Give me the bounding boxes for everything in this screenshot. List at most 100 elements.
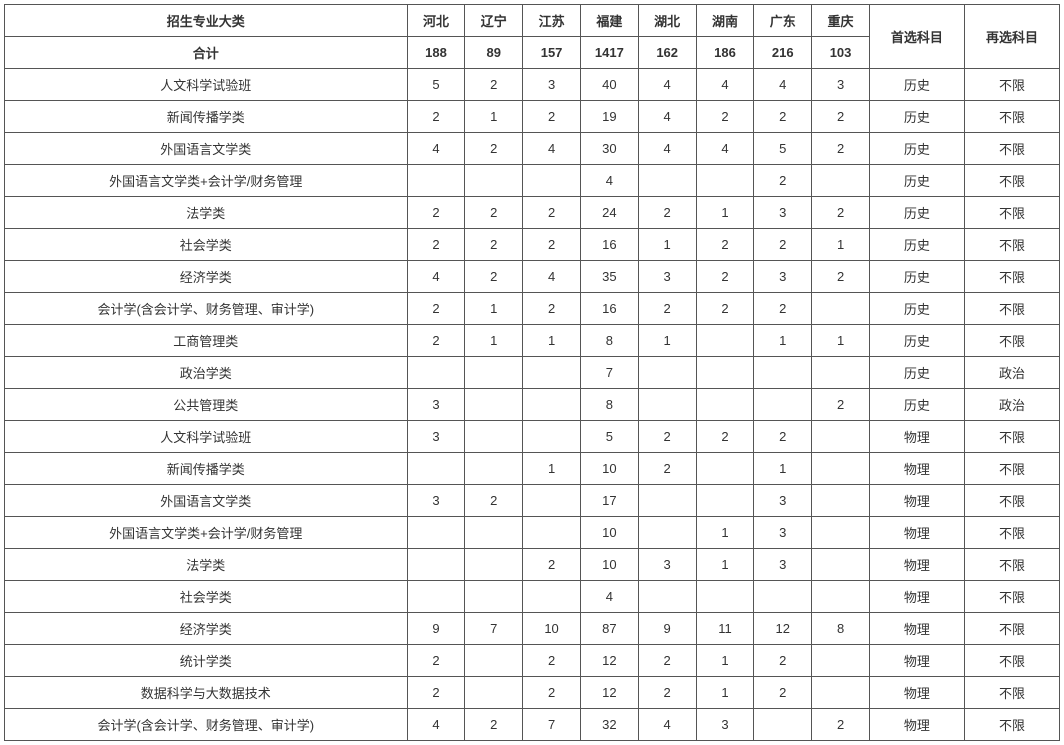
cell-value: 2 xyxy=(638,453,696,485)
cell-value: 2 xyxy=(754,165,812,197)
cell-value: 8 xyxy=(580,389,638,421)
cell-value xyxy=(523,357,581,389)
cell-first-subject: 物理 xyxy=(869,421,964,453)
cell-first-subject: 物理 xyxy=(869,613,964,645)
cell-second-subject: 不限 xyxy=(964,261,1059,293)
cell-value: 4 xyxy=(696,69,754,101)
cell-value: 3 xyxy=(754,261,812,293)
cell-value: 12 xyxy=(754,613,812,645)
cell-value xyxy=(523,517,581,549)
cell-value xyxy=(696,325,754,357)
cell-value: 4 xyxy=(407,709,465,741)
cell-first-subject: 物理 xyxy=(869,645,964,677)
cell-value xyxy=(812,453,870,485)
cell-value: 16 xyxy=(580,229,638,261)
header-total: 186 xyxy=(696,37,754,69)
cell-value: 2 xyxy=(754,645,812,677)
cell-value: 1 xyxy=(523,325,581,357)
cell-first-subject: 历史 xyxy=(869,197,964,229)
cell-major: 外国语言文学类 xyxy=(5,485,408,517)
cell-major: 法学类 xyxy=(5,549,408,581)
cell-value xyxy=(638,357,696,389)
cell-value xyxy=(812,517,870,549)
cell-value xyxy=(812,549,870,581)
table-row: 会计学(含会计学、财务管理、审计学)21216222历史不限 xyxy=(5,293,1060,325)
cell-second-subject: 不限 xyxy=(964,485,1059,517)
table-row: 经济学类424353232历史不限 xyxy=(5,261,1060,293)
cell-value: 2 xyxy=(754,293,812,325)
cell-value xyxy=(812,421,870,453)
cell-value: 24 xyxy=(580,197,638,229)
cell-value: 4 xyxy=(638,709,696,741)
cell-value xyxy=(696,453,754,485)
cell-value: 3 xyxy=(407,421,465,453)
cell-second-subject: 不限 xyxy=(964,709,1059,741)
table-header: 招生专业大类 河北 辽宁 江苏 福建 湖北 湖南 广东 重庆 首选科目 再选科目… xyxy=(5,5,1060,69)
cell-value: 8 xyxy=(580,325,638,357)
cell-value: 7 xyxy=(580,357,638,389)
cell-value: 2 xyxy=(696,293,754,325)
cell-value: 3 xyxy=(754,549,812,581)
cell-value xyxy=(465,549,523,581)
cell-value: 10 xyxy=(580,549,638,581)
cell-value: 1 xyxy=(696,549,754,581)
cell-value xyxy=(638,389,696,421)
cell-major: 经济学类 xyxy=(5,261,408,293)
table-body: 人文科学试验班523404443历史不限新闻传播学类212194222历史不限外… xyxy=(5,69,1060,741)
cell-value: 2 xyxy=(812,389,870,421)
cell-major: 会计学(含会计学、财务管理、审计学) xyxy=(5,293,408,325)
table-row: 社会学类222161221历史不限 xyxy=(5,229,1060,261)
cell-value: 1 xyxy=(754,453,812,485)
table-row: 新闻传播学类11021物理不限 xyxy=(5,453,1060,485)
cell-value xyxy=(407,453,465,485)
cell-value: 30 xyxy=(580,133,638,165)
cell-value: 4 xyxy=(754,69,812,101)
cell-value: 4 xyxy=(580,581,638,613)
cell-major: 政治学类 xyxy=(5,357,408,389)
cell-value xyxy=(754,357,812,389)
cell-second-subject: 不限 xyxy=(964,677,1059,709)
cell-value: 3 xyxy=(754,485,812,517)
cell-value xyxy=(638,165,696,197)
header-province: 河北 xyxy=(407,5,465,37)
cell-second-subject: 不限 xyxy=(964,421,1059,453)
cell-value: 10 xyxy=(580,517,638,549)
cell-value: 2 xyxy=(696,101,754,133)
cell-first-subject: 物理 xyxy=(869,677,964,709)
cell-second-subject: 不限 xyxy=(964,69,1059,101)
header-total: 1417 xyxy=(580,37,638,69)
cell-value: 10 xyxy=(580,453,638,485)
cell-value: 4 xyxy=(638,101,696,133)
cell-value xyxy=(407,581,465,613)
cell-value: 2 xyxy=(812,133,870,165)
cell-value: 11 xyxy=(696,613,754,645)
cell-value: 1 xyxy=(696,677,754,709)
cell-major: 公共管理类 xyxy=(5,389,408,421)
header-total: 89 xyxy=(465,37,523,69)
cell-major: 经济学类 xyxy=(5,613,408,645)
header-total-label: 合计 xyxy=(5,37,408,69)
cell-second-subject: 不限 xyxy=(964,613,1059,645)
cell-value xyxy=(407,165,465,197)
cell-value: 1 xyxy=(696,517,754,549)
cell-value xyxy=(696,165,754,197)
cell-value: 2 xyxy=(696,229,754,261)
cell-major: 社会学类 xyxy=(5,581,408,613)
cell-value xyxy=(812,165,870,197)
cell-value: 1 xyxy=(696,645,754,677)
cell-major: 社会学类 xyxy=(5,229,408,261)
cell-value: 2 xyxy=(465,485,523,517)
header-province: 广东 xyxy=(754,5,812,37)
cell-value: 40 xyxy=(580,69,638,101)
cell-second-subject: 不限 xyxy=(964,197,1059,229)
cell-value xyxy=(523,421,581,453)
header-second-subject: 再选科目 xyxy=(964,5,1059,69)
cell-second-subject: 不限 xyxy=(964,453,1059,485)
cell-value: 1 xyxy=(638,325,696,357)
cell-major: 会计学(含会计学、财务管理、审计学) xyxy=(5,709,408,741)
cell-value xyxy=(523,581,581,613)
cell-value: 3 xyxy=(754,197,812,229)
cell-value: 1 xyxy=(465,101,523,133)
cell-value: 16 xyxy=(580,293,638,325)
cell-value: 2 xyxy=(407,325,465,357)
